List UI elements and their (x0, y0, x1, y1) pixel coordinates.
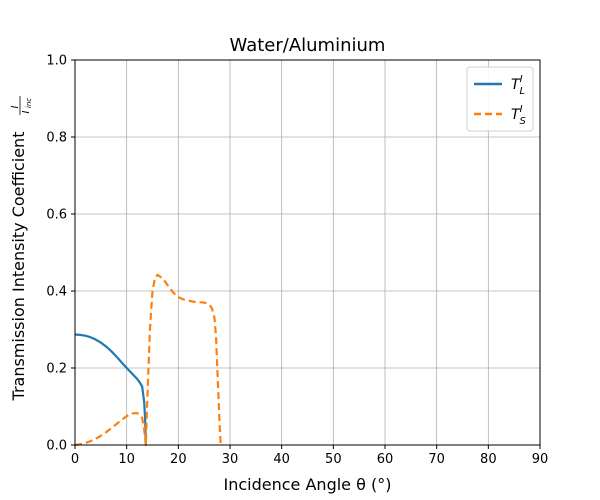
legend-label-series-1-name: T (511, 77, 521, 93)
x-tick-label: 80 (480, 452, 497, 467)
x-tick-label: 30 (222, 452, 239, 467)
plot-area (75, 60, 540, 445)
y-tick-label: 0.0 (46, 439, 67, 454)
legend-label-series-2-sup: I (520, 104, 523, 115)
x-tick-label: 90 (532, 452, 549, 467)
x-axis-title: Incidence Angle θ (°) (224, 475, 392, 494)
legend-label-series-1: TI L (511, 74, 525, 97)
x-tick-label: 70 (428, 452, 445, 467)
y-tick-label: 0.8 (46, 131, 67, 146)
legend-label-series-2-sub: S (520, 116, 527, 127)
plot-frame (74, 59, 541, 446)
y-tick-label: 0.2 (46, 362, 67, 377)
legend-label-series-1-sup: I (520, 74, 523, 85)
legend-label-series-1-sub: L (520, 86, 526, 97)
y-axis-fraction-denominator-sub: inc (25, 98, 33, 108)
y-tick-label: 1.0 (46, 54, 67, 69)
series-line-2 (74, 273, 222, 447)
legend-label-series-2-name: T (511, 107, 521, 123)
series-layer (74, 273, 222, 447)
ticks: 0 10 20 30 40 50 60 70 80 90 0.0 0.2 0.4 0.6 0.8 1.0 (46, 54, 548, 468)
x-tick-label: 20 (170, 452, 187, 467)
x-tick-label: 50 (325, 452, 342, 467)
y-axis-title: Transmission Intensity Coefficient (9, 132, 28, 402)
legend: TI L TI S (466, 66, 534, 132)
x-tick-label: 0 (71, 452, 79, 467)
x-tick-label: 60 (377, 452, 394, 467)
series-line-1 (74, 333, 147, 446)
x-tick-label: 40 (273, 452, 290, 467)
y-axis-fraction-denominator: I (21, 110, 32, 113)
y-tick-label: 0.6 (46, 208, 67, 223)
y-tick-label: 0.4 (46, 285, 67, 300)
x-tick-label: 10 (118, 452, 135, 467)
y-axis-title-group: Transmission Intensity Coefficient I I i… (9, 96, 33, 401)
chart-title: Water/Aluminium (230, 35, 386, 56)
legend-label-series-2: TI S (511, 104, 527, 127)
y-axis-fraction-numerator: I (10, 105, 21, 108)
